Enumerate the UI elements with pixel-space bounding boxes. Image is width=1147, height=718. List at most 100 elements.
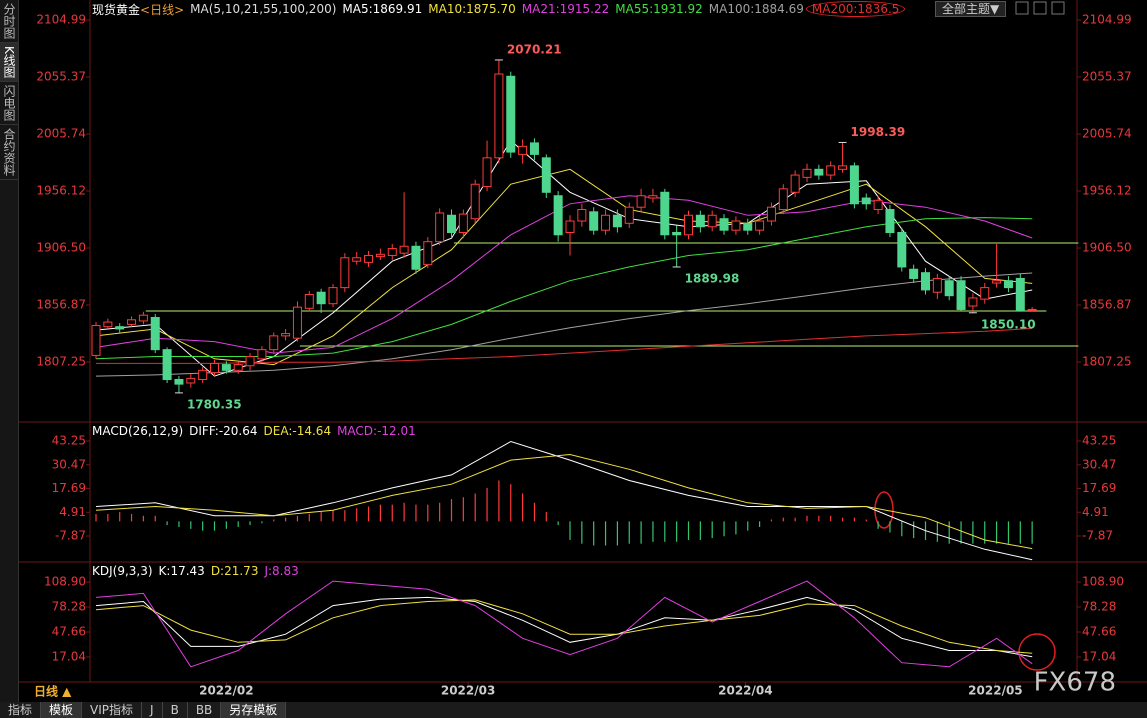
- indicator-name: MA(5,10,21,55,100,200): [190, 2, 337, 16]
- candle-body: [660, 191, 670, 236]
- candle-body: [1027, 308, 1037, 311]
- kdj-legend: KDJ(9,3,3) K:17.43 D:21.73 J:8.83: [92, 563, 299, 579]
- y-tick-label: 30.47: [1082, 457, 1116, 471]
- legend-entry: MA200:1836.5: [805, 1, 906, 17]
- theme-button[interactable]: 全部主题▼: [935, 1, 1007, 17]
- candle-body: [826, 165, 836, 176]
- candle-body: [897, 231, 907, 268]
- y-tick-label: 2104.99: [1082, 12, 1132, 26]
- toolbar-button[interactable]: 另存模板: [221, 702, 287, 718]
- x-tick-label: 2022/03: [441, 684, 495, 698]
- y-tick-label: 1856.87: [1082, 298, 1132, 312]
- candle-body: [506, 75, 516, 153]
- candle-body: [138, 314, 148, 322]
- candle-body: [577, 209, 587, 222]
- indicator-line: [95, 453, 1033, 550]
- legend-entry: DEA:-14.64: [263, 424, 332, 438]
- highlight-circle: [1018, 633, 1056, 671]
- candle-body: [838, 165, 848, 170]
- y-tick-label: 2005.74: [36, 127, 86, 141]
- toolbar-button[interactable]: BB: [188, 702, 222, 718]
- candle-body: [281, 333, 291, 337]
- legend-entry: MA10:1875.70: [428, 2, 516, 16]
- toolbar-button[interactable]: 指标: [0, 702, 42, 718]
- candle-body: [968, 297, 978, 307]
- candle-body: [601, 214, 611, 231]
- y-tick-label: 17.69: [1082, 481, 1116, 495]
- y-tick-label: 78.28: [1082, 600, 1116, 614]
- toolbar-button[interactable]: J: [142, 702, 163, 718]
- candle-body: [885, 209, 895, 233]
- extreme-label: 2070.21: [507, 42, 562, 56]
- candle-body: [932, 277, 942, 293]
- y-tick-label: 43.25: [52, 434, 86, 448]
- legend-entry: MA100:1884.69: [708, 2, 804, 16]
- period-label[interactable]: 日线 ▲: [34, 684, 72, 699]
- y-tick-label: 17.04: [52, 650, 86, 664]
- indicator-line: [95, 217, 1033, 360]
- y-tick-label: 30.47: [52, 457, 86, 471]
- candle-body: [719, 218, 729, 231]
- window-button[interactable]: [1015, 1, 1029, 15]
- legend-entry: J:8.83: [264, 564, 299, 578]
- y-tick-label: 1807.25: [1082, 355, 1132, 369]
- window-button[interactable]: [1033, 1, 1047, 15]
- candle-body: [743, 222, 753, 231]
- candle-body: [956, 280, 966, 310]
- candle-body: [91, 325, 101, 356]
- y-tick-label: 43.25: [1082, 434, 1116, 448]
- candle-body: [707, 214, 717, 228]
- symbol-name: 现货黄金: [92, 2, 141, 17]
- candle-body: [624, 206, 634, 224]
- candle-body: [648, 195, 658, 199]
- candle-body: [672, 231, 682, 236]
- candle-body: [541, 157, 551, 193]
- y-tick-label: -7.87: [1082, 529, 1113, 543]
- toolbar-button[interactable]: B: [163, 702, 188, 718]
- macd-legend: MACD(26,12,9) DIFF:-20.64 DEA:-14.64 MACD:-…: [92, 423, 416, 439]
- candle-body: [316, 291, 326, 305]
- candle-body: [328, 287, 338, 305]
- sidebar-tab[interactable]: 合约资料: [0, 125, 18, 180]
- candle-body: [553, 195, 563, 236]
- sidebar-tab[interactable]: 分时图: [0, 0, 18, 43]
- candle-body: [364, 254, 374, 263]
- legend-entry: MA5:1869.91: [342, 2, 423, 16]
- y-tick-label: 1807.25: [36, 355, 86, 369]
- candle-body: [447, 214, 456, 233]
- y-tick-label: 4.91: [59, 505, 86, 519]
- y-tick-label: 47.66: [1082, 625, 1116, 639]
- candle-body: [115, 326, 125, 330]
- candle-body: [269, 335, 279, 351]
- y-tick-label: -7.87: [55, 529, 86, 543]
- candle-body: [849, 165, 859, 205]
- candle-body: [755, 220, 765, 231]
- toolbar-button[interactable]: VIP指标: [82, 702, 143, 718]
- watermark: FX678: [1034, 668, 1116, 698]
- candle-body: [245, 356, 255, 367]
- legend-entry: MA55:1931.92: [615, 2, 703, 16]
- y-tick-label: 17.69: [52, 481, 86, 495]
- candle-body: [103, 321, 113, 328]
- toolbar-button[interactable]: 模板: [41, 702, 83, 718]
- y-tick-label: 108.90: [1082, 575, 1124, 589]
- sidebar-tab[interactable]: K线图: [0, 43, 18, 82]
- indicator-line: [95, 596, 1033, 658]
- candle-body: [992, 280, 1002, 284]
- indicator-line: [95, 195, 1033, 354]
- candle-body: [399, 245, 409, 254]
- indicator-name: KDJ(9,3,3): [92, 564, 153, 578]
- candle-body: [921, 272, 930, 291]
- indicator-line: [95, 599, 1033, 654]
- candle-body: [435, 212, 445, 243]
- sidebar-tab[interactable]: 闪电图: [0, 82, 18, 125]
- candle-body: [518, 145, 528, 155]
- candle-body: [814, 168, 824, 176]
- indicator-line: [95, 139, 1033, 377]
- candle-body: [1003, 280, 1013, 289]
- extreme-label: 1780.35: [187, 397, 242, 411]
- window-button[interactable]: [1051, 1, 1065, 15]
- extreme-label: 1889.98: [685, 271, 740, 285]
- candle-body: [802, 168, 812, 178]
